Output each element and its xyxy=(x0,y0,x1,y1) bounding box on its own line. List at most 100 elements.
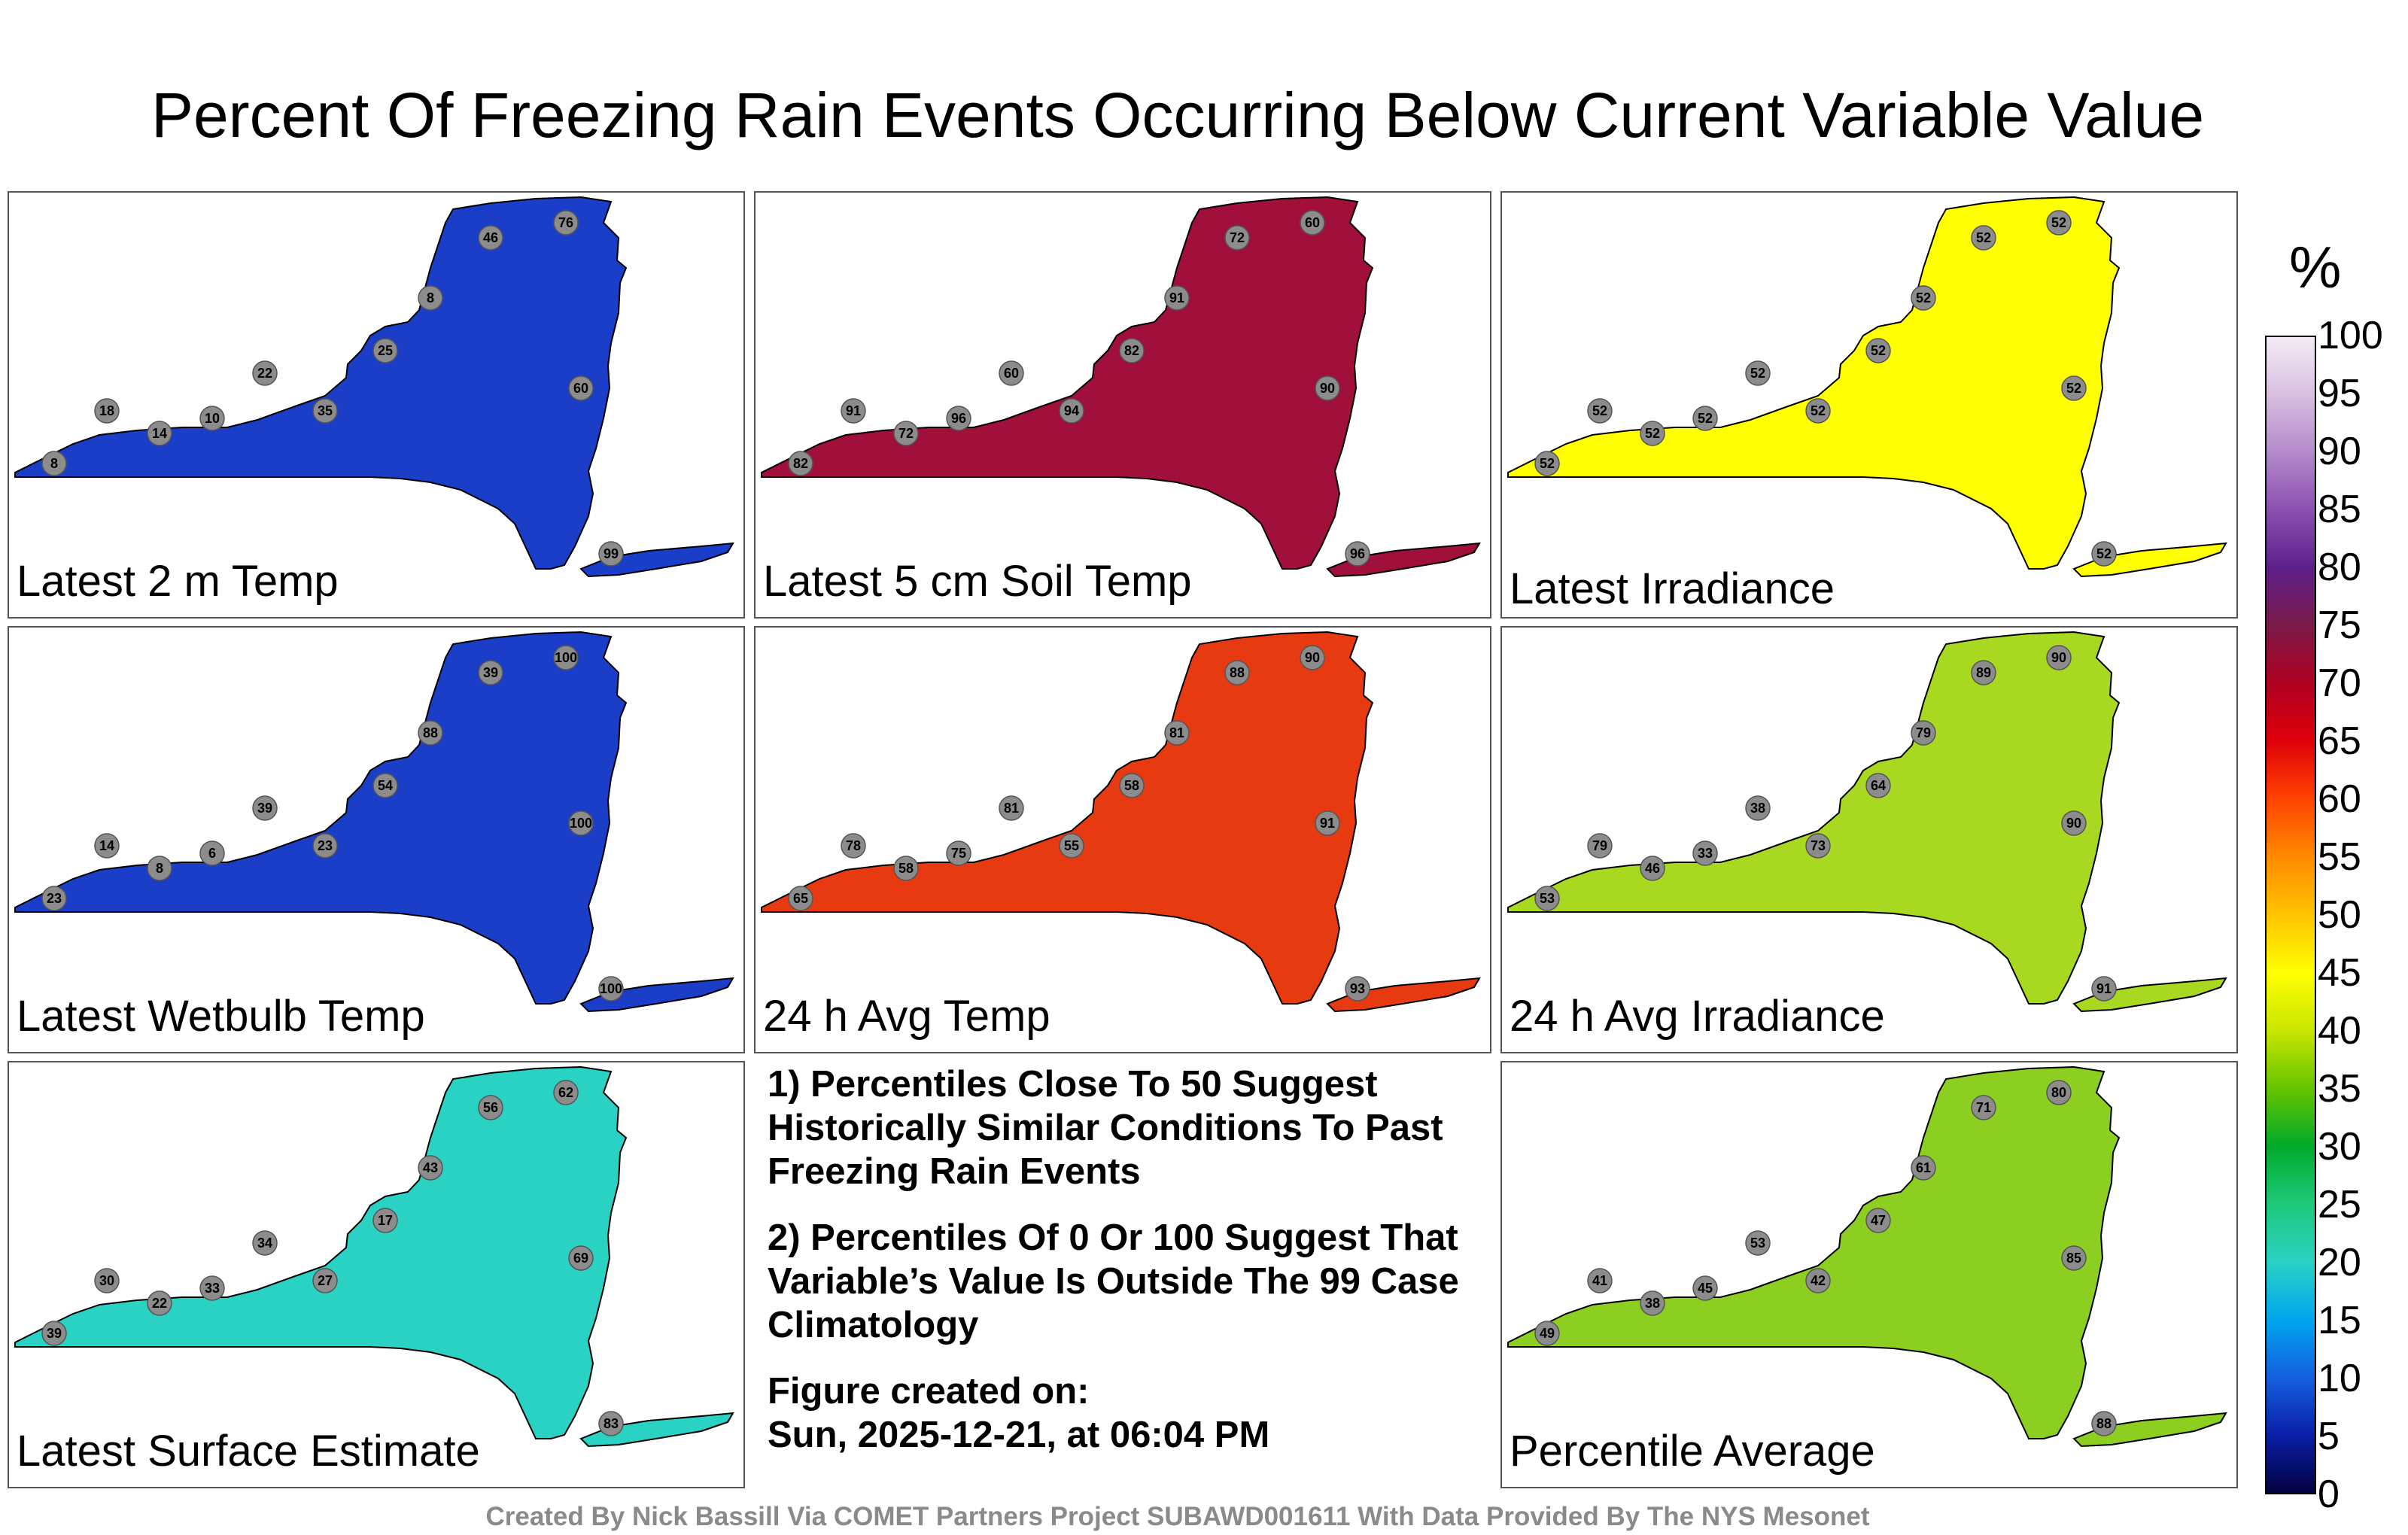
station-marker: 90 xyxy=(2046,645,2072,670)
colorbar-tick-label: 40 xyxy=(2318,1009,2361,1053)
station-marker: 34 xyxy=(252,1230,278,1256)
station-marker: 100 xyxy=(598,976,624,1002)
station-marker: 52 xyxy=(2046,210,2072,236)
station-marker: 64 xyxy=(1865,773,1891,798)
station-marker: 96 xyxy=(946,406,971,431)
station-value: 52 xyxy=(2051,215,2066,230)
station-value: 35 xyxy=(318,403,333,418)
station-marker: 10 xyxy=(199,406,225,431)
station-marker: 88 xyxy=(1224,660,1250,685)
station-value: 22 xyxy=(257,366,272,381)
station-marker: 81 xyxy=(999,795,1024,821)
panel-label: Latest Wetbulb Temp xyxy=(17,992,425,1041)
station-marker: 8 xyxy=(418,285,443,311)
ny-map-2m-temp: 8 18 14 10 22 35 25 8 46 76 60 99 xyxy=(14,196,734,578)
station-marker: 53 xyxy=(1745,1230,1771,1256)
station-marker: 17 xyxy=(372,1208,398,1233)
station-value: 34 xyxy=(257,1236,272,1251)
long-island-outline xyxy=(579,542,734,578)
station-value: 58 xyxy=(1124,778,1139,793)
station-value: 41 xyxy=(1592,1273,1607,1288)
station-value: 72 xyxy=(898,426,914,441)
station-marker: 71 xyxy=(1971,1095,1996,1120)
panel-label: Latest 5 cm Soil Temp xyxy=(763,557,1192,606)
map-panel-wetbulb-temp: 23 14 8 6 39 23 54 88 39 100 100 100 Latest Wetbulb… xyxy=(8,626,745,1053)
station-value: 90 xyxy=(2066,816,2081,831)
station-value: 96 xyxy=(951,411,966,426)
station-value: 56 xyxy=(483,1100,498,1115)
colorbar-tick-label: 0 xyxy=(2318,1473,2340,1516)
station-marker: 14 xyxy=(147,421,172,446)
colorbar-tick-label: 25 xyxy=(2318,1183,2361,1226)
footer-credit: Created By Nick Bassill Via COMET Partne… xyxy=(485,1502,1870,1531)
station-marker: 69 xyxy=(568,1245,594,1271)
station-value: 52 xyxy=(1811,403,1826,418)
station-value: 52 xyxy=(1698,411,1713,426)
colorbar-tick-label: 20 xyxy=(2318,1241,2361,1284)
colorbar-tick-label: 55 xyxy=(2318,835,2361,879)
station-value: 61 xyxy=(1916,1160,1931,1175)
station-value: 46 xyxy=(483,230,498,245)
station-marker: 81 xyxy=(1164,720,1190,746)
station-marker: 56 xyxy=(478,1095,503,1120)
station-marker: 33 xyxy=(199,1275,225,1301)
station-marker: 39 xyxy=(478,660,503,685)
colorbar-tick-label: 65 xyxy=(2318,719,2361,763)
station-value: 60 xyxy=(1004,366,1019,381)
station-value: 81 xyxy=(1169,725,1184,740)
figure-created-date: Sun, 2025-12-21, at 06:04 PM xyxy=(768,1415,1270,1455)
ny-map-soil-temp: 82 91 72 96 60 94 82 91 72 60 90 96 xyxy=(761,196,1481,578)
station-value: 71 xyxy=(1976,1100,1991,1115)
station-value: 14 xyxy=(152,426,167,441)
station-marker: 61 xyxy=(1911,1155,1936,1181)
station-value: 39 xyxy=(47,1326,62,1341)
colorbar-ticks: 100 95 90 85 80 75 70 65 60 55 50 45 40 35 30 25 20 15 10 5… xyxy=(2318,314,2408,1516)
station-marker: 89 xyxy=(1971,660,1996,685)
station-marker: 52 xyxy=(1745,360,1771,386)
station-value: 78 xyxy=(846,838,861,853)
ny-map-surface-estimate: 39 30 22 33 34 27 17 43 56 62 69 83 xyxy=(14,1065,734,1448)
map-panel-irradiance: 52 52 52 52 52 52 52 52 52 52 52 52 Latest Irradian… xyxy=(1500,191,2238,619)
colorbar-tick-label: 15 xyxy=(2318,1299,2361,1342)
colorbar-tick-label: 35 xyxy=(2318,1067,2361,1111)
long-island-outline xyxy=(579,1412,734,1448)
station-marker: 90 xyxy=(1315,375,1340,401)
station-value: 79 xyxy=(1592,838,1607,853)
station-value: 53 xyxy=(1540,891,1555,906)
station-marker: 79 xyxy=(1587,833,1613,859)
station-value: 88 xyxy=(423,725,438,740)
station-value: 18 xyxy=(99,403,114,418)
station-marker: 52 xyxy=(1971,225,1996,251)
station-value: 52 xyxy=(1871,343,1886,358)
ny-state-outline xyxy=(1507,196,2121,570)
station-value: 52 xyxy=(1592,403,1607,418)
long-island-outline xyxy=(2072,977,2227,1013)
station-marker: 45 xyxy=(1692,1275,1718,1301)
ny-state-outline xyxy=(14,631,628,1005)
station-marker: 91 xyxy=(841,398,866,424)
station-value: 89 xyxy=(1976,665,1991,680)
station-value: 99 xyxy=(604,546,619,561)
station-marker: 54 xyxy=(372,773,398,798)
station-value: 83 xyxy=(604,1416,619,1431)
station-value: 38 xyxy=(1750,801,1765,816)
station-value: 6 xyxy=(208,846,216,861)
station-marker: 53 xyxy=(1534,886,1560,911)
station-marker: 8 xyxy=(147,856,172,881)
station-value: 33 xyxy=(1698,846,1713,861)
station-marker: 93 xyxy=(1345,976,1370,1002)
station-marker: 52 xyxy=(1587,398,1613,424)
station-value: 54 xyxy=(378,778,393,793)
station-marker: 60 xyxy=(568,375,594,401)
colorbar-tick-label: 95 xyxy=(2318,372,2361,415)
station-value: 90 xyxy=(2051,650,2066,665)
station-marker: 88 xyxy=(418,720,443,746)
station-marker: 55 xyxy=(1059,833,1084,859)
station-value: 27 xyxy=(318,1273,333,1288)
station-value: 45 xyxy=(1698,1281,1713,1296)
note-1: 1) Percentiles Close To 50 Suggest Histo… xyxy=(768,1064,1443,1192)
station-value: 80 xyxy=(2051,1085,2066,1100)
station-marker: 83 xyxy=(598,1411,624,1436)
station-marker: 27 xyxy=(312,1268,338,1293)
station-value: 43 xyxy=(423,1160,438,1175)
